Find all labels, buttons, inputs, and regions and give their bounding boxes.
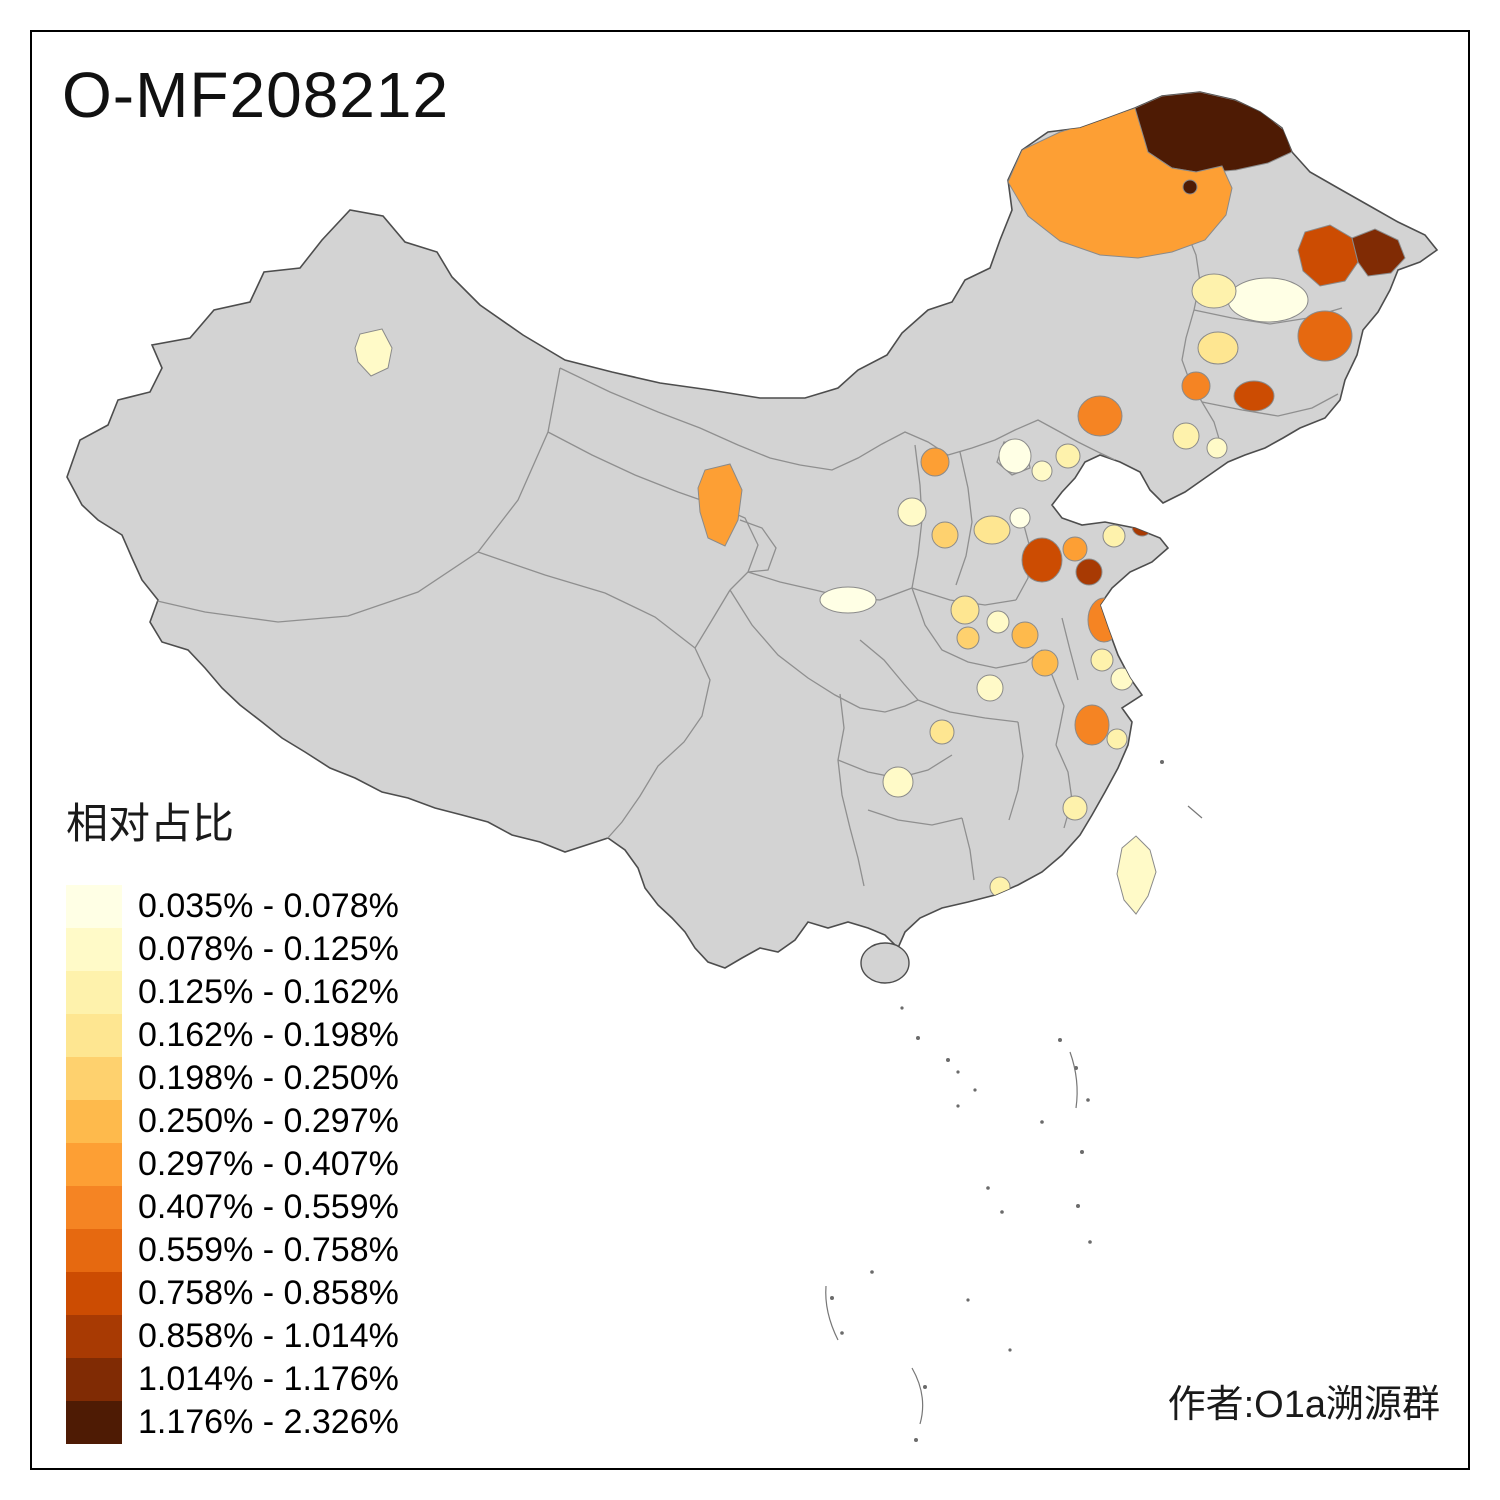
- map-region-r17: [1031, 460, 1053, 482]
- legend-label: 0.078% - 0.125%: [138, 930, 399, 968]
- legend-swatch: [66, 971, 122, 1014]
- legend-item: 0.162% - 0.198%: [66, 1014, 399, 1057]
- map-region-r34: [1011, 621, 1039, 649]
- map-region-r45: [354, 328, 393, 377]
- map-region-r19: [697, 463, 743, 547]
- island-regions: [1116, 835, 1157, 915]
- legend-swatch: [66, 1315, 122, 1358]
- map-region-r21: [931, 521, 959, 549]
- legend-label: 0.125% - 0.162%: [138, 973, 399, 1011]
- legend-label: 0.297% - 0.407%: [138, 1145, 399, 1183]
- islet-arcs: [825, 805, 1203, 1425]
- legend-item: 0.078% - 0.125%: [66, 928, 399, 971]
- legend-item: 0.407% - 0.559%: [66, 1186, 399, 1229]
- hainan-island: [860, 942, 910, 984]
- legend-label: 0.407% - 0.559%: [138, 1188, 399, 1226]
- map-region-r26: [1075, 558, 1103, 586]
- map-region-r46: [1116, 835, 1157, 915]
- legend-label: 0.198% - 0.250%: [138, 1059, 399, 1097]
- legend-label: 0.035% - 0.078%: [138, 887, 399, 925]
- legend-swatch: [66, 1143, 122, 1186]
- legend-item: 1.176% - 2.326%: [66, 1401, 399, 1444]
- map-region-r18: [1055, 443, 1081, 469]
- legend-swatch: [66, 1229, 122, 1272]
- legend-swatch: [66, 1186, 122, 1229]
- legend-label: 1.176% - 2.326%: [138, 1403, 399, 1441]
- map-region-r35: [1031, 649, 1059, 677]
- map-region-r28: [1102, 524, 1126, 548]
- legend-swatch: [66, 1014, 122, 1057]
- legend-item: 0.297% - 0.407%: [66, 1143, 399, 1186]
- legend-label: 0.758% - 0.858%: [138, 1274, 399, 1312]
- legend-item: 0.125% - 0.162%: [66, 971, 399, 1014]
- attribution: 作者:O1a溯源群: [1167, 1384, 1440, 1426]
- legend-label: 0.858% - 1.014%: [138, 1317, 399, 1355]
- map-region-r12: [1077, 395, 1123, 437]
- map-region-r42: [882, 766, 914, 798]
- map-region-r05: [1351, 228, 1406, 277]
- legend: 相对占比 0.035% - 0.078% 0.078% - 0.125% 0.125…: [66, 790, 399, 1444]
- legend-swatch: [66, 1057, 122, 1100]
- map-region-r43: [1062, 795, 1088, 821]
- map-region-r07: [1191, 273, 1237, 309]
- legend-item: 1.014% - 1.176%: [66, 1358, 399, 1401]
- map-region-r40: [1074, 704, 1110, 746]
- map-region-r31: [950, 595, 980, 625]
- map-region-r11: [1233, 380, 1275, 412]
- legend-item: 0.559% - 0.758%: [66, 1229, 399, 1272]
- legend-label: 0.162% - 0.198%: [138, 1016, 399, 1054]
- map-region-r41: [1106, 728, 1128, 750]
- map-region-r10: [1181, 371, 1211, 401]
- page-title: O-MF208212: [62, 59, 450, 131]
- legend-swatch: [66, 1358, 122, 1401]
- legend-item: 0.758% - 0.858%: [66, 1272, 399, 1315]
- colored-regions: [354, 92, 1406, 898]
- legend-swatch: [66, 1100, 122, 1143]
- legend-swatch: [66, 928, 122, 971]
- legend-swatch: [66, 1401, 122, 1444]
- map-region-r14: [1206, 437, 1228, 459]
- legend-swatch: [66, 885, 122, 928]
- map-region-r23: [1009, 507, 1031, 529]
- map-region-r15: [920, 447, 950, 477]
- legend-label: 0.559% - 0.758%: [138, 1231, 399, 1269]
- map-region-r08: [1297, 310, 1353, 362]
- legend-items: 0.035% - 0.078% 0.078% - 0.125% 0.125% - 0…: [66, 885, 399, 1444]
- legend-item: 0.198% - 0.250%: [66, 1057, 399, 1100]
- legend-item: 0.250% - 0.297%: [66, 1100, 399, 1143]
- legend-swatch: [66, 1272, 122, 1315]
- map-region-r03: [1182, 179, 1198, 195]
- plot-border-frame: [30, 30, 1470, 1470]
- map-region-r20: [897, 497, 927, 527]
- map-region-r33: [956, 626, 980, 650]
- map-region-r22: [973, 515, 1011, 545]
- map-region-r16: [998, 438, 1032, 474]
- map-region-r25: [1062, 536, 1088, 562]
- map-region-r38: [976, 674, 1004, 702]
- map-region-r32: [986, 610, 1010, 634]
- legend-title: 相对占比: [66, 800, 235, 847]
- legend-item: 0.035% - 0.078%: [66, 885, 399, 928]
- map-region-r36: [1090, 648, 1114, 672]
- south-china-sea-islets: [825, 760, 1203, 1442]
- map-region-r30: [819, 586, 877, 614]
- legend-label: 1.014% - 1.176%: [138, 1360, 399, 1398]
- legend-label: 0.250% - 0.297%: [138, 1102, 399, 1140]
- map-region-r24: [1021, 537, 1063, 583]
- map-region-r13: [1172, 422, 1200, 450]
- legend-item: 0.858% - 1.014%: [66, 1315, 399, 1358]
- map-region-r09: [1197, 331, 1239, 365]
- map-region-r39: [929, 719, 955, 745]
